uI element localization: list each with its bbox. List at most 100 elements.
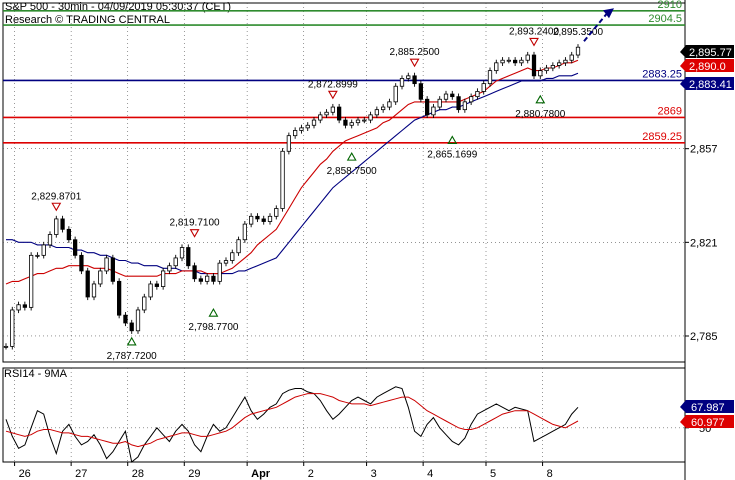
low-marker-icon: [346, 152, 357, 161]
candle-body: [154, 283, 159, 287]
candle-body: [462, 101, 467, 111]
candle-body: [129, 322, 134, 332]
series-layer: [3, 44, 581, 350]
rsi-layer: [3, 386, 685, 463]
rsi-value-box: [686, 415, 734, 428]
x-tick-label: 3: [371, 468, 377, 480]
candle-body: [544, 67, 549, 72]
chart-title: S&P 500 - 30min - 04/09/2019 05:30:37 (C…: [5, 1, 232, 13]
candle-body: [123, 314, 128, 324]
chart-header: S&P 500 - 30min - 04/09/2019 05:30:37 (C…: [5, 1, 231, 27]
candle-body: [117, 280, 122, 316]
candle-body: [192, 265, 197, 280]
candle-body: [236, 239, 241, 254]
price-annotation: 2,895.3500: [553, 27, 603, 38]
current-price-box: [686, 59, 734, 72]
candle-body: [311, 119, 317, 126]
price-annotation: 2,819.7100: [170, 218, 220, 229]
candle-body: [393, 85, 398, 103]
current-price-label: 2,890.0: [689, 61, 726, 73]
candle-body: [362, 119, 367, 122]
candle-body: [381, 106, 386, 111]
candle-body: [575, 46, 581, 56]
grid-layer: [2, 0, 686, 480]
y-tick-label: 2,821: [690, 237, 718, 249]
candle-body: [513, 59, 518, 64]
candle-body: [343, 119, 348, 126]
candle-body: [267, 215, 273, 222]
high-marker-icon: [327, 90, 338, 100]
projection-arrow-icon: [603, 8, 614, 19]
candle-body: [179, 247, 185, 259]
candle-body: [318, 114, 323, 121]
candle-body: [60, 218, 65, 230]
high-marker-icon: [51, 202, 62, 212]
rsi-value-pointer: [680, 415, 686, 428]
candle-body: [286, 135, 291, 152]
price-annotation: 2,787.7200: [107, 351, 157, 362]
candle-body: [494, 62, 499, 72]
candle-body: [3, 345, 9, 348]
rsi-panel-frame: [2, 367, 686, 463]
candle-body: [487, 70, 493, 85]
current-price-pointer: [680, 45, 686, 58]
rsi-value-label: 67.987: [691, 402, 725, 414]
candle-body: [550, 65, 555, 69]
candle-body: [293, 130, 298, 137]
candle-body: [274, 208, 279, 217]
levels-layer: 2910 2904.5 2883.25 2869 2859.25: [3, 0, 685, 144]
current-price-label: 2,883.41: [689, 79, 732, 91]
rsi-value-pointer: [680, 400, 686, 413]
rsi-series: [5, 386, 579, 463]
high-marker-icon: [189, 229, 200, 238]
candle-body: [98, 270, 103, 285]
current-price-label: 2,895.77: [689, 47, 732, 59]
candle-body: [355, 119, 361, 124]
x-tick-label: 29: [188, 468, 200, 480]
candle-body: [525, 54, 530, 61]
candle-body: [349, 122, 354, 126]
level-label-support: 2859.25: [642, 131, 682, 143]
candle-body: [29, 254, 34, 308]
candle-body: [305, 124, 310, 129]
candle-body: [85, 270, 90, 298]
candle-body: [469, 96, 474, 103]
candle-body: [91, 283, 97, 298]
candle-body: [443, 93, 449, 100]
current-price-box: [686, 45, 734, 58]
price-annotation: 2,858.7500: [327, 166, 377, 177]
candle-body: [186, 247, 191, 267]
slow-ma-series: [6, 72, 579, 275]
candle-body: [205, 275, 210, 282]
candle-body: [374, 109, 379, 116]
level-label-resistance: 2910: [658, 0, 682, 11]
candle-body: [22, 304, 27, 308]
price-annotation: 2,829.8701: [31, 191, 81, 202]
x-tick-label: Apr: [251, 468, 271, 480]
candle-body: [110, 257, 115, 282]
candle-body: [280, 150, 285, 209]
candle-body: [563, 59, 568, 64]
price-annotation: 2,872.8999: [308, 79, 358, 90]
price-annotation: 2,798.7700: [188, 322, 238, 333]
high-marker-icon: [529, 37, 539, 47]
candle-body: [324, 111, 329, 116]
candle-body: [399, 78, 405, 87]
candle-body: [519, 59, 524, 64]
candle-body: [10, 309, 15, 347]
rsi-panel-label: RSI14 - 9MA: [4, 368, 68, 380]
y-tick-label: 2,857: [690, 144, 718, 156]
fast-ma-series: [5, 59, 579, 285]
x-tick-label: 28: [132, 468, 144, 480]
current-price-pointer: [680, 77, 686, 90]
candle-body: [330, 106, 335, 113]
candle-body: [104, 257, 109, 272]
candle-body: [475, 91, 480, 98]
candle-body: [167, 265, 172, 272]
x-tick-label: 27: [75, 468, 87, 480]
level-label-resistance: 2904.5: [648, 13, 682, 25]
low-marker-icon: [447, 135, 458, 144]
candle-body: [135, 309, 141, 332]
chart-subtitle: Research © TRADING CENTRAL: [5, 14, 170, 26]
candle-body: [431, 106, 436, 116]
